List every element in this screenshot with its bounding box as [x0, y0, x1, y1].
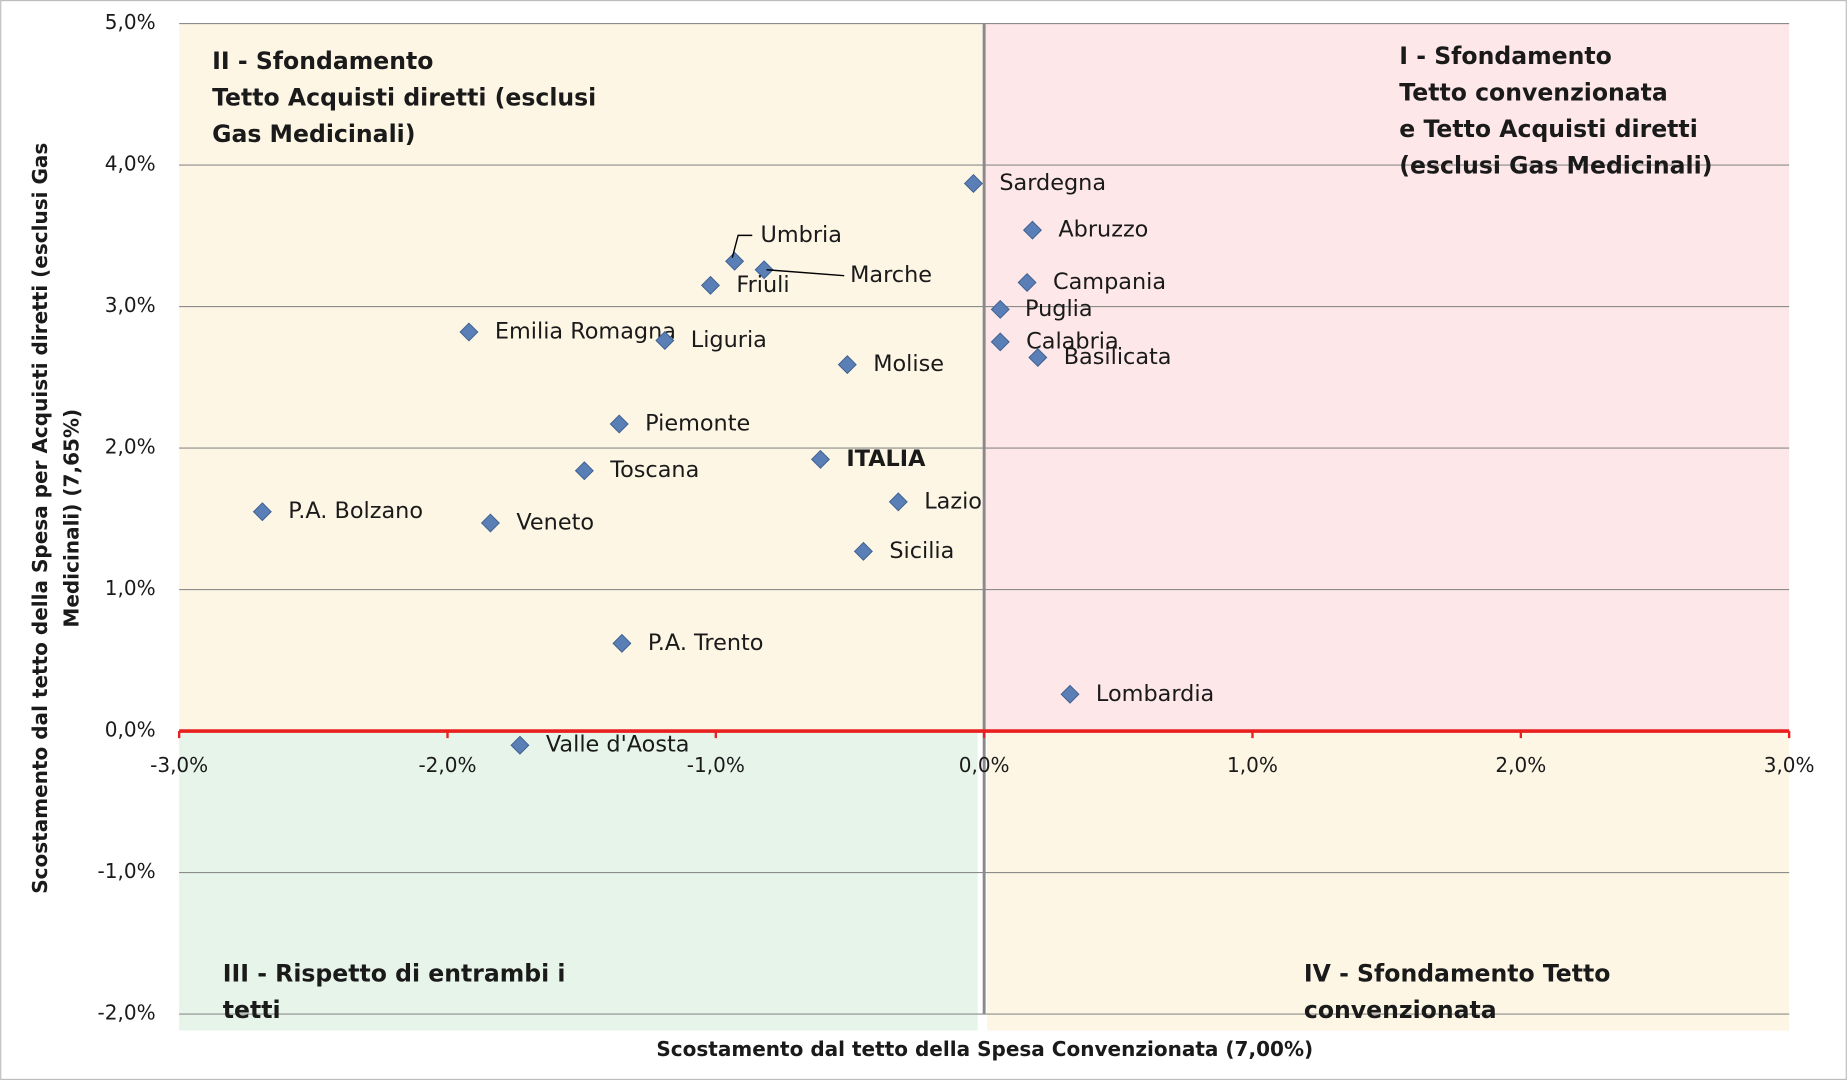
quadrant-label: Tetto Acquisti diretti (esclusi [212, 83, 596, 111]
data-point [754, 260, 774, 280]
quadrant-label: II - Sfondamento [212, 47, 433, 75]
point-label: ITALIA [846, 446, 926, 472]
y-tick-label: -2,0% [98, 1001, 156, 1025]
quadrant-label: convenzionata [1304, 996, 1497, 1024]
x-axis-title: Scostamento dal tetto della Spesa Conven… [656, 1037, 1313, 1061]
data-point [853, 541, 873, 561]
point-label: Toscana [609, 457, 699, 483]
point-label: Calabria [1026, 328, 1119, 354]
quadrant-label: Tetto convenzionata [1399, 79, 1668, 107]
x-tick-label: -1,0% [687, 753, 745, 777]
point-label: Sicilia [889, 538, 954, 564]
point-label: Piemonte [645, 410, 750, 436]
quadrant-label: IV - Sfondamento Tetto [1304, 960, 1611, 988]
y-tick-label: 3,0% [105, 293, 156, 317]
data-point [655, 331, 675, 351]
point-label: Marche [850, 262, 932, 288]
quadrant-label: I - Sfondamento [1399, 42, 1612, 70]
point-label: P.A. Bolzano [288, 498, 423, 524]
data-point [612, 633, 632, 653]
data-point [990, 332, 1010, 352]
y-tick-label: 5,0% [105, 10, 156, 34]
quadrant-label: Gas Medicinali) [212, 120, 415, 148]
y-axis-title: Scostamento dal tetto della Spesa per Ac… [28, 143, 52, 894]
x-tick-label: -3,0% [150, 753, 208, 777]
point-label: Lombardia [1096, 681, 1214, 707]
y-tick-label: 0,0% [105, 718, 156, 742]
point-label: Basilicata [1064, 344, 1172, 370]
x-tick-label: 0,0% [959, 753, 1010, 777]
quadrant-label: III - Rispetto di entrambi i [223, 960, 566, 988]
point-label: Abruzzo [1058, 217, 1148, 243]
data-point [1022, 220, 1042, 240]
data-point [510, 735, 530, 755]
point-label: Puglia [1025, 296, 1093, 322]
data-point [609, 414, 629, 434]
data-point [963, 173, 983, 193]
data-point [1017, 272, 1037, 292]
data-point [480, 513, 500, 533]
data-point [574, 461, 594, 481]
point-label: Campania [1053, 269, 1166, 295]
point-label: Molise [873, 351, 944, 377]
y-tick-label: 2,0% [105, 435, 156, 459]
data-point [888, 492, 908, 512]
data-point [700, 275, 720, 295]
quadrant-bg [982, 23, 1790, 732]
quadrant-label: tetti [223, 996, 281, 1024]
data-point [837, 355, 857, 375]
x-tick-label: 1,0% [1227, 753, 1278, 777]
leader-line [766, 269, 845, 277]
point-label: Lazio [924, 488, 982, 514]
data-point [725, 251, 745, 271]
data-point [459, 322, 479, 342]
point-label: Sardegna [999, 170, 1106, 196]
point-label: Liguria [691, 327, 767, 353]
y-axis-title: Medicinali) (7,65%) [60, 409, 84, 628]
data-point [252, 502, 272, 522]
quadrant-bg [179, 23, 983, 732]
point-label: P.A. Trento [648, 630, 764, 656]
point-label: Umbria [761, 222, 842, 248]
y-tick-label: -1,0% [98, 859, 156, 883]
data-point [810, 449, 830, 469]
x-tick-label: -2,0% [418, 753, 476, 777]
point-label: Friuli [736, 272, 789, 298]
leader-line [731, 234, 753, 258]
quadrant-label: e Tetto Acquisti diretti [1399, 115, 1697, 143]
data-point [1028, 347, 1048, 367]
point-label: Emilia Romagna [495, 319, 676, 345]
y-tick-label: 4,0% [105, 152, 156, 176]
point-label: Veneto [516, 510, 594, 536]
quadrant-bg [179, 731, 978, 1031]
data-point [990, 299, 1010, 319]
y-tick-label: 1,0% [105, 576, 156, 600]
x-tick-label: 2,0% [1495, 753, 1546, 777]
quadrant-bg [987, 731, 1790, 1031]
x-tick-label: 3,0% [1764, 753, 1815, 777]
point-label: Valle d'Aosta [546, 732, 690, 758]
quadrant-label: (esclusi Gas Medicinali) [1399, 152, 1712, 180]
data-point [1060, 684, 1080, 704]
